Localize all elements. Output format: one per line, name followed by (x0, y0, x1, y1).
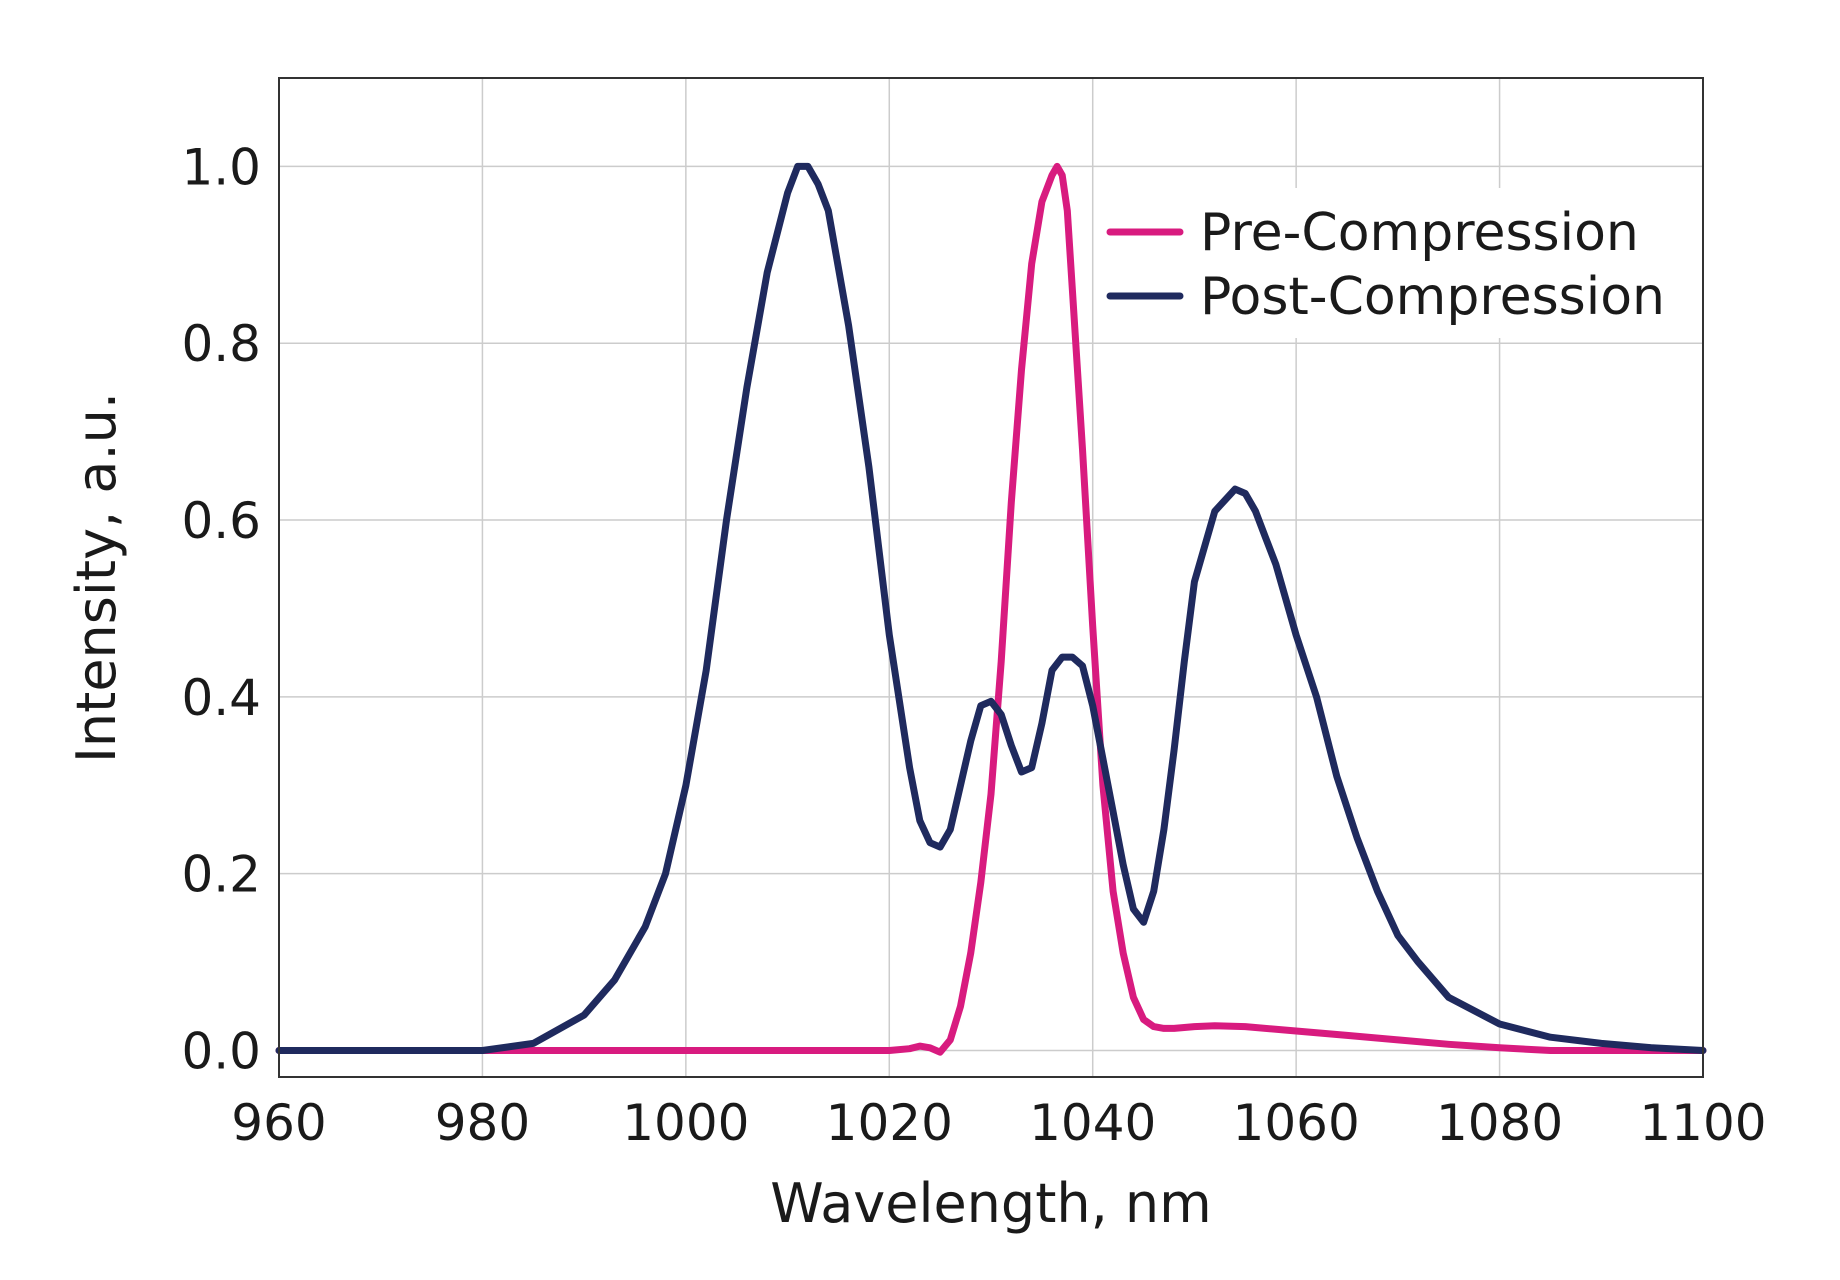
y-tick-label-5: 1.0 (181, 138, 261, 196)
y-tick-label-3: 0.6 (181, 492, 261, 550)
x-tick-label-4: 1040 (1029, 1094, 1156, 1152)
series-layer (275, 162, 1707, 1056)
y-axis-label: Intensity, a.u. (65, 392, 128, 763)
x-tick-label-3: 1020 (826, 1094, 953, 1152)
legend-label-pre-compression: Pre-Compression (1200, 203, 1639, 263)
y-axis-ticks: 0.0 0.2 0.4 0.6 0.8 1.0 (181, 138, 261, 1080)
y-tick-label-1: 0.2 (181, 846, 261, 904)
y-tick-label-2: 0.4 (181, 669, 261, 727)
x-tick-label-6: 1080 (1436, 1094, 1563, 1152)
grid (279, 78, 1703, 1077)
y-tick-label-4: 0.8 (181, 315, 261, 373)
plot-frame (278, 77, 1704, 1078)
x-tick-label-1: 980 (435, 1094, 530, 1152)
x-tick-label-5: 1060 (1233, 1094, 1360, 1152)
x-axis-ticks: 960 980 1000 1020 1040 1060 1080 1100 (231, 1094, 1766, 1152)
series-line-post-compression (275, 162, 1707, 1054)
x-tick-label-0: 960 (231, 1094, 326, 1152)
legend-label-post-compression: Post-Compression (1200, 267, 1665, 327)
series-line-pre-compression (275, 162, 1707, 1056)
x-tick-label-2: 1000 (622, 1094, 749, 1152)
y-tick-label-0: 0.0 (181, 1022, 261, 1080)
legend: Pre-Compression Post-Compression (1095, 188, 1695, 338)
x-tick-label-7: 1100 (1639, 1094, 1766, 1152)
x-axis-label: Wavelength, nm (770, 1172, 1212, 1235)
legend-background (1095, 188, 1695, 338)
